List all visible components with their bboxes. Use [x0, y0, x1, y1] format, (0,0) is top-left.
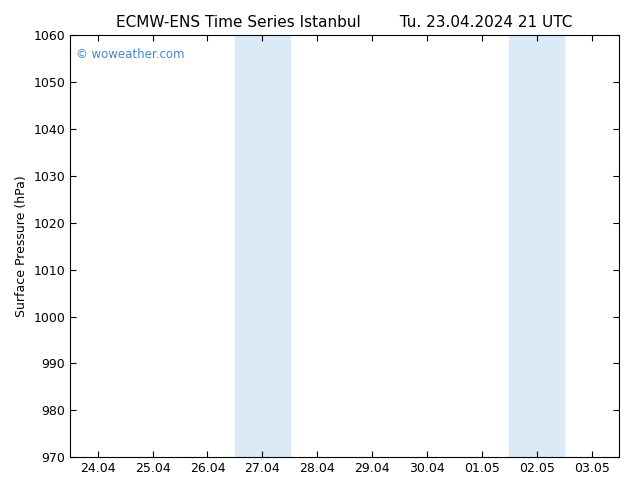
- Text: © woweather.com: © woweather.com: [76, 48, 184, 61]
- Title: ECMW-ENS Time Series Istanbul        Tu. 23.04.2024 21 UTC: ECMW-ENS Time Series Istanbul Tu. 23.04.…: [117, 15, 573, 30]
- Y-axis label: Surface Pressure (hPa): Surface Pressure (hPa): [15, 175, 28, 317]
- Bar: [235, 35, 290, 457]
- Bar: [509, 35, 564, 457]
